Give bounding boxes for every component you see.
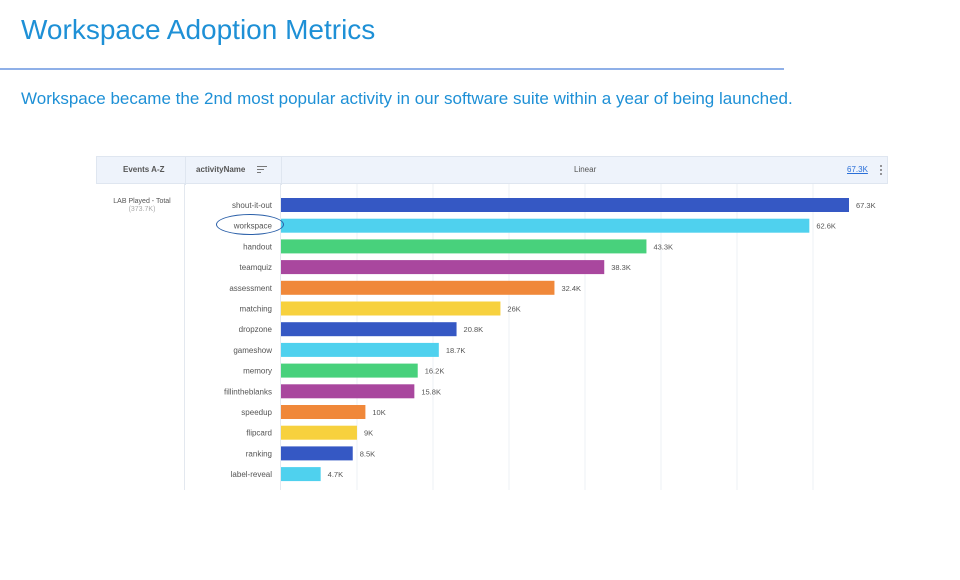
bar-ranking[interactable] xyxy=(281,446,353,461)
category-label[interactable]: teamquiz xyxy=(240,263,272,272)
table-header: Events A-Z activityName Linear 67.3K xyxy=(96,156,888,185)
category-label[interactable]: assessment xyxy=(229,284,272,293)
page-subtitle: Workspace became the 2nd most popular ac… xyxy=(21,89,793,108)
value-label: 20.8K xyxy=(464,325,484,334)
group-name: LAB Played - Total xyxy=(113,198,171,205)
chart-panel: Events A-Z activityName Linear 67.3K LAB… xyxy=(96,156,888,490)
group-label: LAB Played - Total (373.7K) xyxy=(104,198,180,213)
category-label[interactable]: dropzone xyxy=(239,325,273,334)
category-label[interactable]: shout-it-out xyxy=(232,201,273,210)
activity-name-header[interactable]: activityName xyxy=(196,165,246,174)
value-label: 4.7K xyxy=(328,470,343,479)
value-label: 32.4K xyxy=(561,284,581,293)
bar-dropzone[interactable] xyxy=(281,322,457,337)
column-divider xyxy=(280,184,281,490)
category-label[interactable]: ranking xyxy=(246,449,272,458)
header-divider xyxy=(185,157,186,185)
column-divider xyxy=(184,184,185,490)
value-label: 38.3K xyxy=(611,263,631,272)
value-label: 9K xyxy=(364,429,373,438)
value-label: 43.3K xyxy=(653,242,673,251)
bar-gameshow[interactable] xyxy=(281,342,439,357)
bar-matching[interactable] xyxy=(281,301,501,316)
value-label: 62.6K xyxy=(816,222,836,231)
bar-speedup[interactable] xyxy=(281,405,366,419)
category-label[interactable]: matching xyxy=(240,305,272,314)
bar-handout[interactable] xyxy=(281,239,647,254)
bar-shout-it-out[interactable] xyxy=(281,198,849,212)
category-label[interactable]: handout xyxy=(243,242,273,251)
value-label: 26K xyxy=(507,305,520,314)
value-label: 8.5K xyxy=(360,449,375,458)
max-value-link[interactable]: 67.3K xyxy=(847,165,868,174)
header-divider xyxy=(281,157,282,185)
more-vert-icon[interactable] xyxy=(880,165,883,177)
value-label: 18.7K xyxy=(446,346,466,355)
bar-assessment[interactable] xyxy=(281,280,555,295)
bar-workspace[interactable] xyxy=(281,218,810,233)
events-sort-header[interactable]: Events A-Z xyxy=(123,165,165,174)
bar-memory[interactable] xyxy=(281,363,418,378)
highlight-circle xyxy=(216,214,284,235)
value-label: 16.2K xyxy=(425,367,445,376)
value-label: 15.8K xyxy=(421,387,441,396)
bar-teamquiz[interactable] xyxy=(281,260,605,275)
category-label[interactable]: memory xyxy=(243,367,272,376)
bar-flipcard[interactable] xyxy=(281,425,357,440)
sort-icon[interactable] xyxy=(257,166,267,175)
category-label[interactable]: label-reveal xyxy=(231,470,273,479)
title-divider xyxy=(0,68,784,70)
page-title: Workspace Adoption Metrics xyxy=(21,14,376,45)
bar-fillintheblanks[interactable] xyxy=(281,384,415,399)
category-label[interactable]: gameshow xyxy=(233,346,272,355)
value-label: 10K xyxy=(372,408,385,417)
value-label: 67.3K xyxy=(856,201,876,210)
group-total: (373.7K) xyxy=(128,206,156,213)
bar-label-reveal[interactable] xyxy=(281,467,321,482)
scale-toggle[interactable]: Linear xyxy=(574,165,597,174)
category-label[interactable]: fillintheblanks xyxy=(224,387,272,396)
category-label[interactable]: flipcard xyxy=(246,429,272,438)
category-label[interactable]: speedup xyxy=(241,408,272,417)
